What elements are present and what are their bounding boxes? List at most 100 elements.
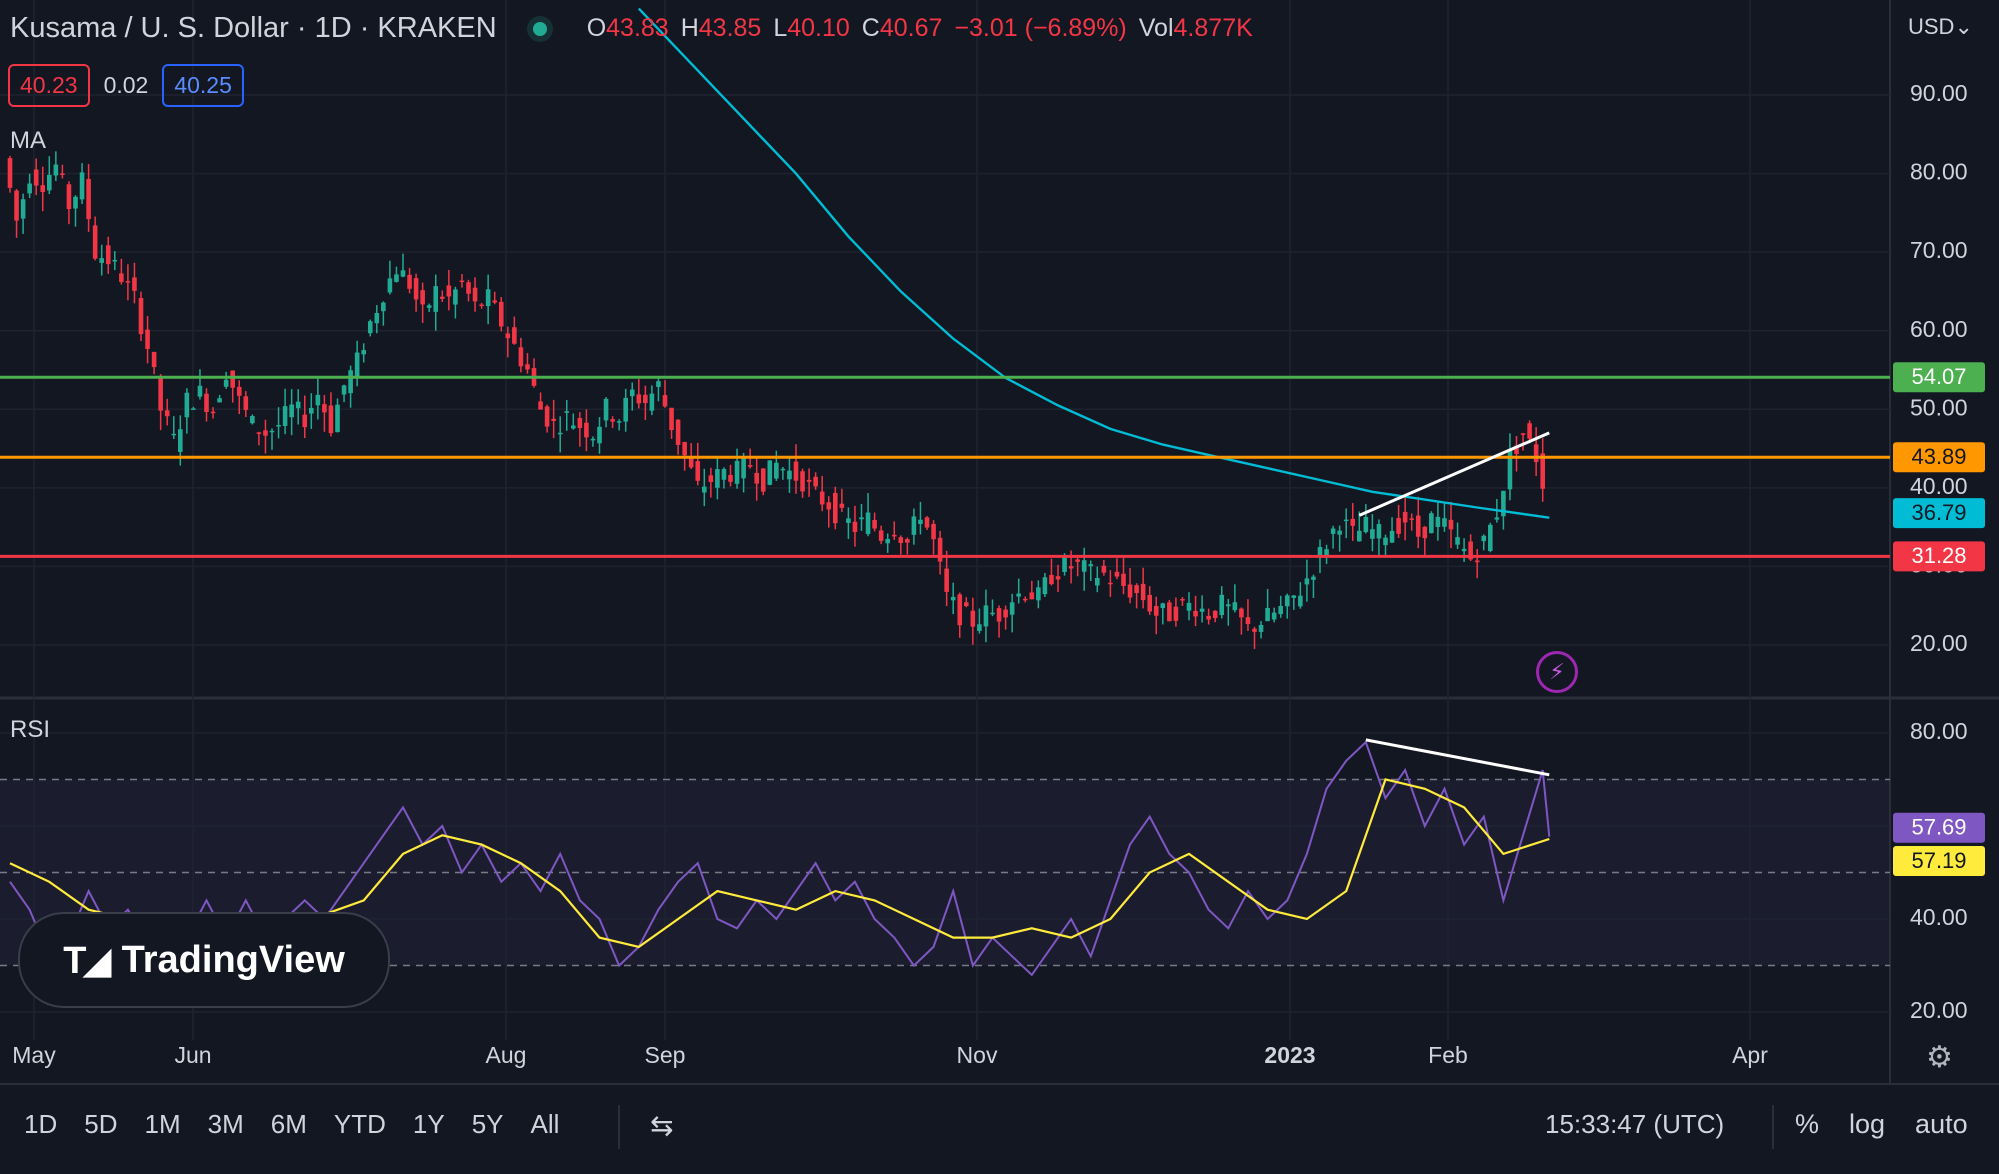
candle-body	[800, 471, 805, 492]
bid-price-button[interactable]: 40.23	[8, 64, 90, 107]
calendar-range-icon[interactable]: ⇆	[650, 1110, 674, 1141]
candle-body	[813, 476, 818, 487]
candle-body	[937, 537, 943, 562]
candle-body	[1298, 595, 1303, 607]
candle-body	[996, 608, 1002, 622]
candle-body	[656, 381, 661, 387]
candle-body	[112, 259, 118, 262]
bid-ask: 40.23 0.02 40.25	[8, 64, 244, 107]
price-trendline[interactable]	[1358, 431, 1550, 517]
candle-body	[125, 281, 131, 283]
candle-body	[878, 530, 884, 541]
axis-value-label-bg	[1893, 362, 1985, 393]
candle-body	[708, 475, 714, 483]
candle-body	[1049, 574, 1054, 585]
candle-body	[905, 539, 910, 543]
candle-body	[983, 605, 989, 627]
tradingview-logo[interactable]: T◢ TradingView	[18, 912, 390, 1008]
candle-body	[256, 432, 262, 434]
range-button-6m[interactable]: 6M	[270, 1109, 307, 1139]
candle-body	[924, 517, 930, 528]
logo-text: TradingView	[121, 938, 345, 981]
candle-body	[1199, 608, 1205, 612]
candle-body	[505, 333, 511, 339]
range-button-1m[interactable]: 1M	[144, 1109, 181, 1139]
candle-body	[1068, 566, 1074, 569]
price-tick-label: 60.00	[1910, 316, 1968, 342]
candle-body	[1271, 612, 1277, 620]
ohlc-key: O	[586, 14, 607, 42]
range-button-all[interactable]: All	[530, 1109, 560, 1139]
candle-body	[276, 425, 281, 427]
utc-clock[interactable]: 15:33:47 (UTC)	[1545, 1109, 1725, 1139]
candle-body	[806, 479, 812, 482]
candle-body	[1258, 624, 1264, 632]
candle-body	[1127, 584, 1133, 598]
bottom-toolbar: 1D 5D 1M 3M 6M YTD 1Y 5Y All ⇆ 15:33:47 (UTC) % l…	[0, 1083, 1999, 1174]
candle-body	[400, 270, 406, 277]
candle-body	[662, 395, 668, 407]
ma-indicator-label[interactable]: MA	[10, 127, 46, 154]
axis-value-label-bg	[1893, 812, 1985, 843]
candle-body	[1173, 606, 1179, 621]
scale-option-log[interactable]: log	[1849, 1109, 1886, 1139]
ask-price-button[interactable]: 40.25	[162, 64, 244, 107]
candle-body	[865, 512, 871, 534]
scale-option-percent[interactable]: %	[1795, 1109, 1820, 1139]
candle-body	[1461, 548, 1467, 552]
candle-body	[1383, 537, 1388, 546]
candle-body	[1409, 518, 1414, 520]
candle-body	[158, 375, 163, 411]
range-button-ytd[interactable]: YTD	[333, 1109, 386, 1139]
candle-body	[1415, 515, 1421, 537]
scale-option-auto[interactable]: auto	[1915, 1109, 1968, 1139]
candle-body	[1317, 547, 1323, 558]
rsi-indicator-label[interactable]: RSI	[10, 716, 51, 743]
candle-body	[171, 433, 177, 436]
settings-gear-icon[interactable]: ⚙	[1926, 1041, 1953, 1074]
candle-body	[1291, 595, 1297, 598]
moving-average-line[interactable]	[637, 7, 1550, 519]
candle-body	[1088, 564, 1094, 567]
rsi-tick-label: 80.00	[1910, 718, 1968, 744]
candle-body	[374, 313, 380, 324]
symbol-title[interactable]: Kusama / U. S. Dollar · 1D · KRAKEN	[10, 12, 497, 44]
candle-body	[479, 304, 484, 307]
spread-value: 0.02	[103, 72, 149, 98]
time-tick-label: Aug	[486, 1042, 527, 1068]
price-tick-label: 20.00	[1910, 630, 1968, 656]
candle-body	[1140, 583, 1146, 601]
candle-body	[230, 370, 235, 388]
axis-value-label-bg	[1893, 541, 1985, 572]
range-button-5d[interactable]: 5D	[84, 1109, 118, 1139]
candle-body	[669, 407, 674, 431]
candle-body	[420, 290, 425, 305]
currency-selector[interactable]: USD⌄	[1908, 14, 1973, 39]
candle-body	[1029, 592, 1035, 600]
candle-body	[354, 352, 360, 379]
candle-body	[990, 612, 995, 615]
range-button-1d[interactable]: 1D	[24, 1109, 58, 1139]
axis-value-label-bg	[1893, 498, 1985, 529]
candle-body	[911, 516, 917, 535]
candle-body	[1101, 565, 1107, 573]
candle-body	[440, 296, 445, 299]
rsi-trendline[interactable]	[1365, 738, 1550, 777]
candle-body	[1311, 576, 1316, 580]
candle-body	[1402, 511, 1408, 523]
ohlc-item: L40.10	[773, 14, 849, 43]
time-tick-label: Jun	[174, 1042, 211, 1068]
candle-body	[957, 594, 963, 626]
candle-body	[47, 174, 52, 191]
candle-body	[250, 416, 255, 424]
candle-body	[649, 393, 655, 411]
candle-body	[819, 491, 825, 505]
lightning-bolt-icon[interactable]: ⚡	[1536, 651, 1578, 693]
range-button-3m[interactable]: 3M	[207, 1109, 244, 1139]
candle-body	[518, 347, 524, 367]
candle-body	[1252, 628, 1257, 632]
candle-body	[688, 458, 694, 468]
range-button-1y[interactable]: 1Y	[412, 1109, 445, 1139]
candle-body	[734, 460, 740, 484]
range-button-5y[interactable]: 5Y	[471, 1109, 504, 1139]
